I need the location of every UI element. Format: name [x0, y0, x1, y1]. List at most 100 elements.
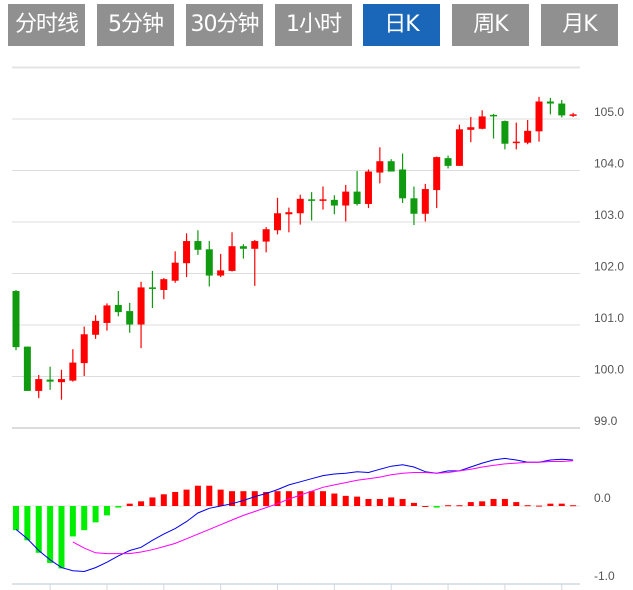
candle: [308, 192, 316, 221]
macd-bar: [69, 506, 76, 537]
macd-bar: [456, 505, 463, 507]
candle-body: [160, 279, 168, 290]
macd-bar: [433, 506, 440, 508]
candle-body: [262, 229, 270, 242]
y-tick-label: 104.0: [594, 157, 624, 171]
candle: [80, 326, 88, 376]
candle: [92, 315, 100, 339]
candle: [478, 110, 486, 130]
macd-bar: [501, 498, 508, 506]
macd-bar: [536, 505, 543, 507]
candle-body: [92, 320, 100, 335]
candle: [569, 112, 577, 117]
macd-bar: [126, 503, 133, 506]
candle-body: [478, 116, 486, 129]
candle-body: [126, 311, 134, 325]
macd-bar: [206, 485, 213, 506]
macd-bar: [388, 497, 395, 506]
candle: [524, 120, 532, 145]
y-tick-label: 100.0: [594, 363, 624, 377]
tab-0[interactable]: 分时线: [8, 4, 85, 46]
candle-body: [524, 130, 532, 143]
tab-5[interactable]: 周K: [452, 4, 529, 46]
macd-bar: [513, 502, 520, 506]
macd-bar: [547, 503, 554, 506]
macd-bar: [58, 506, 65, 569]
candle-body: [23, 346, 31, 391]
macd-bar: [570, 505, 577, 507]
macd-bar: [479, 501, 486, 506]
macd-bar: [399, 498, 406, 506]
macd-bar: [160, 494, 167, 506]
macd-bar: [92, 506, 99, 523]
macd-bar: [47, 506, 54, 563]
candle-body: [535, 101, 543, 132]
candle: [23, 346, 31, 391]
candle: [319, 186, 327, 210]
macd-bar: [445, 505, 452, 507]
candle: [353, 171, 361, 206]
candle-body: [239, 246, 247, 249]
macd-bar: [183, 489, 190, 506]
macd-bar: [138, 501, 145, 506]
candle: [490, 113, 498, 139]
candle-body: [171, 262, 179, 281]
macd-bar: [410, 502, 417, 506]
macd-bar: [490, 498, 497, 506]
macd-tick-label: -1.0: [594, 569, 615, 583]
candle: [342, 184, 350, 222]
y-tick-label: 99.0: [594, 414, 618, 428]
macd-bar: [103, 506, 110, 516]
y-tick-label: 105.0: [594, 105, 624, 119]
macd-bar: [229, 491, 236, 506]
candle: [183, 233, 191, 278]
candle-body: [183, 241, 191, 264]
candle: [330, 195, 338, 215]
candle-body: [364, 171, 372, 204]
candle: [194, 230, 202, 255]
candle: [57, 369, 65, 400]
candle: [501, 120, 509, 150]
candle-body: [114, 304, 122, 313]
tab-4[interactable]: 日K: [363, 4, 440, 46]
candle: [274, 197, 282, 235]
candle-body: [228, 246, 236, 271]
candle-body: [399, 169, 407, 199]
candle: [217, 253, 225, 278]
tab-6[interactable]: 月K: [541, 4, 618, 46]
macd-bar: [240, 491, 247, 506]
tab-2[interactable]: 30分钟: [186, 4, 263, 46]
candle: [160, 278, 168, 300]
macd-bar: [422, 506, 429, 507]
macd-bar: [319, 491, 326, 506]
candle-body: [194, 241, 202, 250]
candle: [467, 116, 475, 143]
macd-bar: [251, 491, 258, 506]
candle-body: [330, 199, 338, 206]
y-tick-label: 103.0: [594, 208, 624, 222]
candle-body: [57, 379, 65, 383]
candle: [558, 99, 566, 118]
candle-body: [217, 270, 225, 276]
candle: [69, 349, 77, 382]
tab-1[interactable]: 5分钟: [97, 4, 174, 46]
macd-bar: [115, 506, 122, 508]
candle: [512, 122, 520, 150]
candle: [205, 241, 213, 287]
macd-bar: [172, 491, 179, 506]
macd-bar: [524, 505, 531, 507]
candle-body: [296, 198, 304, 214]
macd-bar: [308, 491, 315, 506]
candle-body: [467, 127, 475, 130]
macd-bar: [149, 497, 156, 506]
candle-body: [444, 158, 452, 166]
macd-bar: [217, 489, 224, 506]
candle-body: [569, 114, 577, 116]
tab-3[interactable]: 1小时: [275, 4, 352, 46]
candle-body: [12, 291, 20, 348]
macd-bar: [376, 498, 383, 506]
candle: [171, 251, 179, 283]
candle-body: [421, 189, 429, 214]
candle: [148, 270, 156, 309]
candle: [296, 194, 304, 225]
